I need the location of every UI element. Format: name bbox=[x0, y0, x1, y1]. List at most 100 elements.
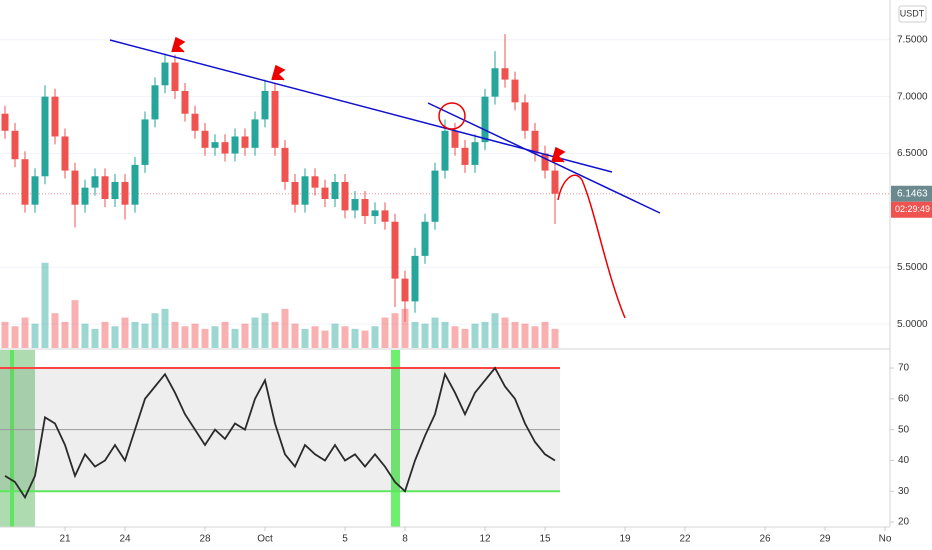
countdown-box bbox=[891, 201, 932, 218]
candle-body bbox=[171, 62, 179, 91]
flag-icon[interactable] bbox=[171, 36, 186, 53]
y-tick-label: 30 bbox=[898, 486, 910, 497]
y-tick-label: 50 bbox=[898, 424, 910, 435]
volume-bar bbox=[491, 313, 499, 348]
volume-bar bbox=[71, 300, 79, 348]
candle-body bbox=[461, 147, 469, 165]
last-price-label: 6.1463 bbox=[897, 188, 928, 199]
candle-body bbox=[211, 142, 219, 148]
volume-bar bbox=[261, 313, 269, 348]
volume-bar bbox=[251, 317, 259, 348]
candle-body bbox=[291, 181, 299, 205]
volume-bar bbox=[201, 328, 209, 348]
candle-body bbox=[141, 119, 149, 165]
last-price-box bbox=[891, 185, 932, 202]
candle-body bbox=[261, 90, 269, 120]
marks bbox=[0, 34, 560, 500]
candle-body bbox=[471, 142, 479, 165]
volume-bar bbox=[531, 326, 539, 348]
x-tick-label: 26 bbox=[759, 534, 771, 545]
x-tick-label: Oct bbox=[257, 534, 273, 545]
candle-body bbox=[201, 130, 209, 148]
candle-body bbox=[151, 85, 159, 120]
oversold-stripe bbox=[10, 350, 14, 527]
candle-body bbox=[71, 170, 79, 205]
volume-bar bbox=[31, 323, 39, 348]
volume-bar bbox=[161, 308, 169, 348]
volume-bar bbox=[371, 326, 379, 348]
volume-bar bbox=[451, 326, 459, 348]
candle-body bbox=[231, 136, 239, 154]
flag-icon[interactable] bbox=[271, 64, 286, 81]
candle-body bbox=[61, 136, 69, 171]
volume-bar bbox=[311, 326, 319, 348]
y-tick-label: 5.5000 bbox=[897, 262, 928, 273]
candle-body bbox=[401, 278, 409, 302]
candle-body bbox=[121, 181, 129, 205]
volume-bar bbox=[361, 330, 369, 348]
volume-bar bbox=[211, 326, 219, 348]
volume-bar bbox=[471, 323, 479, 348]
candle-body bbox=[221, 142, 229, 154]
candle-body bbox=[41, 96, 49, 177]
drawings bbox=[109, 36, 661, 319]
y-tick-label: 20 bbox=[898, 517, 910, 528]
volume-bar bbox=[281, 308, 289, 348]
projection-curve[interactable] bbox=[557, 174, 626, 319]
y-tick-label: 5.0000 bbox=[897, 319, 928, 330]
volume-bar bbox=[141, 323, 149, 348]
x-tick-label: 15 bbox=[539, 534, 551, 545]
candle-body bbox=[241, 136, 249, 148]
volume-bar bbox=[51, 313, 59, 348]
candle-body bbox=[31, 176, 39, 205]
x-tick-label: 8 bbox=[402, 534, 408, 545]
volume-bar bbox=[501, 317, 509, 348]
y-tick-label: 7.0000 bbox=[897, 91, 928, 102]
candle-body bbox=[381, 210, 389, 222]
candle-body bbox=[531, 130, 539, 154]
candle-body bbox=[501, 68, 509, 80]
candle-body bbox=[351, 199, 359, 211]
candle-body bbox=[301, 176, 309, 205]
candle-body bbox=[361, 199, 369, 217]
oversold-highlight bbox=[0, 350, 35, 527]
candle-body bbox=[111, 181, 119, 200]
volume-bar bbox=[21, 317, 29, 348]
volume-bar bbox=[401, 308, 409, 348]
candle-body bbox=[521, 102, 529, 131]
volume-bar bbox=[481, 321, 489, 348]
volume-bar bbox=[231, 328, 239, 348]
x-tick-label: 29 bbox=[819, 534, 831, 545]
volume-bar bbox=[321, 330, 329, 348]
x-tick-label: No bbox=[879, 534, 892, 545]
volume-bar bbox=[11, 326, 19, 348]
volume-bar bbox=[381, 317, 389, 348]
volume-bar bbox=[511, 321, 519, 348]
volume-bar bbox=[111, 326, 119, 348]
trendline[interactable] bbox=[427, 102, 661, 214]
volume-bar bbox=[271, 321, 279, 348]
candle-body bbox=[251, 119, 259, 148]
candle-body bbox=[191, 113, 199, 131]
candle-body bbox=[1, 113, 9, 131]
candle-body bbox=[551, 170, 559, 194]
candle-body bbox=[321, 187, 329, 200]
y-tick-label: 70 bbox=[898, 363, 910, 374]
candle-body bbox=[51, 96, 59, 137]
candle-body bbox=[281, 147, 289, 182]
volume-bar bbox=[61, 321, 69, 348]
y-tick-label: 7.5000 bbox=[897, 34, 928, 45]
y-tick-label: 60 bbox=[898, 393, 910, 404]
flag-icon[interactable] bbox=[551, 146, 566, 163]
volume-bar bbox=[101, 321, 109, 348]
candle-body bbox=[411, 255, 419, 302]
candle-body bbox=[441, 130, 449, 171]
currency-box[interactable] bbox=[898, 5, 927, 23]
volume-bar bbox=[301, 328, 309, 348]
candle-body bbox=[11, 130, 19, 160]
volume-bar bbox=[191, 323, 199, 348]
candle-body bbox=[481, 96, 489, 143]
volume-bar bbox=[291, 323, 299, 348]
candle-body bbox=[101, 176, 109, 200]
highlight-circle[interactable] bbox=[438, 102, 466, 130]
